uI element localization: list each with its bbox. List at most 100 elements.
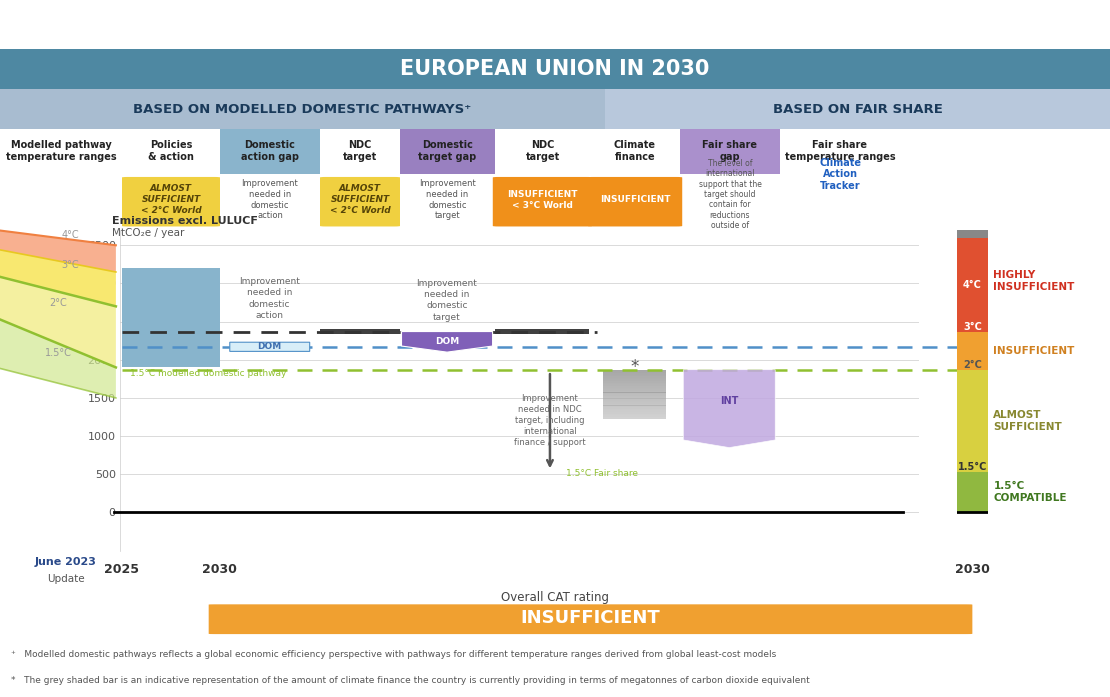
Bar bbox=[603, 399, 666, 401]
Text: June 2023: June 2023 bbox=[36, 557, 97, 567]
Text: Policies
& action: Policies & action bbox=[148, 140, 194, 162]
Text: HIGHLY
INSUFFICIENT: HIGHLY INSUFFICIENT bbox=[993, 270, 1074, 292]
FancyBboxPatch shape bbox=[209, 604, 972, 634]
Bar bbox=[603, 402, 666, 404]
FancyBboxPatch shape bbox=[122, 177, 220, 227]
Bar bbox=[603, 407, 666, 409]
Text: 2030: 2030 bbox=[955, 563, 990, 576]
Text: 1.5°C: 1.5°C bbox=[958, 462, 987, 472]
Bar bbox=[603, 415, 666, 417]
Text: The level of
international
support that the
target should
contain for
reductions: The level of international support that … bbox=[698, 159, 761, 240]
Text: Improvement
needed in
domestic
action: Improvement needed in domestic action bbox=[240, 277, 300, 321]
Text: DOM: DOM bbox=[258, 342, 282, 351]
Bar bbox=[957, 332, 988, 369]
Text: NDC
target: NDC target bbox=[525, 140, 559, 162]
Text: Climate
finance: Climate finance bbox=[614, 140, 656, 162]
Bar bbox=[603, 417, 666, 419]
Text: Improvement
needed in
domestic
target: Improvement needed in domestic target bbox=[416, 279, 477, 322]
Text: ALMOST
SUFFICIENT: ALMOST SUFFICIENT bbox=[993, 410, 1062, 432]
Text: Fair share
temperature ranges: Fair share temperature ranges bbox=[785, 140, 896, 162]
Text: Improvement
needed in NDC
target, including
international
finance / support: Improvement needed in NDC target, includ… bbox=[514, 394, 586, 447]
Text: 1.5°C
COMPATIBLE: 1.5°C COMPATIBLE bbox=[993, 481, 1067, 503]
Bar bbox=[603, 412, 666, 414]
Bar bbox=[603, 388, 666, 389]
Text: Climate
Action
Tracker: Climate Action Tracker bbox=[819, 158, 861, 191]
Text: NDC
target: NDC target bbox=[343, 140, 377, 162]
Text: EUROPEAN UNION IN 2030: EUROPEAN UNION IN 2030 bbox=[401, 59, 709, 79]
Bar bbox=[494, 329, 589, 334]
Bar bbox=[603, 378, 666, 379]
Bar bbox=[603, 381, 666, 383]
Bar bbox=[603, 391, 666, 392]
Text: Fair share
gap: Fair share gap bbox=[703, 140, 757, 162]
Text: BASED ON FAIR SHARE: BASED ON FAIR SHARE bbox=[773, 102, 942, 116]
Text: Overall CAT rating: Overall CAT rating bbox=[501, 591, 609, 604]
Text: 3°C: 3°C bbox=[61, 260, 79, 270]
Text: 2025: 2025 bbox=[104, 563, 140, 576]
Bar bbox=[603, 379, 666, 381]
Text: Domestic
target gap: Domestic target gap bbox=[418, 140, 476, 162]
Text: 1.5°C: 1.5°C bbox=[44, 348, 71, 358]
Bar bbox=[603, 396, 666, 397]
Text: MtCO₂e / year: MtCO₂e / year bbox=[112, 228, 184, 238]
Text: INSUFFICIENT: INSUFFICIENT bbox=[993, 346, 1074, 355]
Bar bbox=[122, 268, 220, 367]
Text: Improvement
needed in
domestic
target: Improvement needed in domestic target bbox=[420, 179, 476, 220]
Text: ALMOST
SUFFICIENT
< 2°C World: ALMOST SUFFICIENT < 2°C World bbox=[330, 185, 391, 215]
Text: 2030: 2030 bbox=[202, 563, 238, 576]
Polygon shape bbox=[0, 318, 115, 398]
Bar bbox=[603, 392, 666, 394]
Text: ⁺   Modelled domestic pathways reflects a global economic efficiency perspective: ⁺ Modelled domestic pathways reflects a … bbox=[11, 650, 776, 659]
Bar bbox=[603, 372, 666, 373]
FancyBboxPatch shape bbox=[320, 177, 400, 227]
Bar bbox=[957, 230, 988, 238]
Text: INSUFFICIENT: INSUFFICIENT bbox=[599, 195, 670, 204]
Text: Update: Update bbox=[47, 574, 84, 584]
Text: *: * bbox=[630, 358, 638, 376]
Bar bbox=[603, 404, 666, 406]
Text: 3°C: 3°C bbox=[962, 321, 982, 332]
Text: Improvement
needed in
domestic
action: Improvement needed in domestic action bbox=[242, 179, 299, 220]
Bar bbox=[605, 89, 1110, 129]
Polygon shape bbox=[0, 249, 115, 307]
Bar bbox=[0, 89, 605, 129]
Bar bbox=[220, 129, 320, 174]
Bar bbox=[603, 401, 666, 402]
Bar bbox=[603, 389, 666, 391]
Text: INT: INT bbox=[720, 396, 738, 406]
Text: 2°C: 2°C bbox=[962, 360, 982, 369]
Text: INSUFFICIENT
< 3°C World: INSUFFICIENT < 3°C World bbox=[507, 190, 577, 210]
Polygon shape bbox=[0, 230, 115, 272]
Text: ALMOST
SUFFICIENT
< 2°C World: ALMOST SUFFICIENT < 2°C World bbox=[141, 185, 201, 215]
Bar bbox=[603, 386, 666, 388]
Bar bbox=[603, 374, 666, 376]
Text: Emissions excl. LULUCF: Emissions excl. LULUCF bbox=[112, 216, 258, 226]
Bar bbox=[680, 129, 780, 174]
Polygon shape bbox=[0, 276, 115, 367]
Text: DOM: DOM bbox=[435, 337, 460, 346]
FancyBboxPatch shape bbox=[588, 177, 683, 227]
Bar bbox=[603, 369, 666, 372]
Polygon shape bbox=[684, 369, 775, 447]
Bar bbox=[603, 406, 666, 407]
Bar bbox=[603, 397, 666, 399]
Bar bbox=[320, 329, 400, 334]
Text: BASED ON MODELLED DOMESTIC PATHWAYS⁺: BASED ON MODELLED DOMESTIC PATHWAYS⁺ bbox=[133, 102, 472, 116]
Bar bbox=[603, 408, 666, 411]
Bar bbox=[603, 383, 666, 384]
Text: 4°C: 4°C bbox=[962, 279, 982, 289]
Text: Modelled pathway
temperature ranges: Modelled pathway temperature ranges bbox=[6, 140, 117, 162]
FancyBboxPatch shape bbox=[230, 342, 310, 351]
Text: 1.5°C Fair share: 1.5°C Fair share bbox=[566, 469, 638, 478]
Polygon shape bbox=[402, 332, 493, 352]
Bar bbox=[603, 384, 666, 386]
Bar bbox=[603, 413, 666, 415]
Bar bbox=[603, 373, 666, 374]
Bar bbox=[603, 411, 666, 412]
Text: *   The grey shaded bar is an indicative representation of the amount of climate: * The grey shaded bar is an indicative r… bbox=[11, 676, 810, 685]
Text: 4°C: 4°C bbox=[61, 229, 79, 240]
FancyBboxPatch shape bbox=[493, 177, 593, 227]
Text: INSUFFICIENT: INSUFFICIENT bbox=[521, 609, 660, 627]
Text: Domestic
action gap: Domestic action gap bbox=[241, 140, 299, 162]
Bar bbox=[400, 129, 495, 174]
